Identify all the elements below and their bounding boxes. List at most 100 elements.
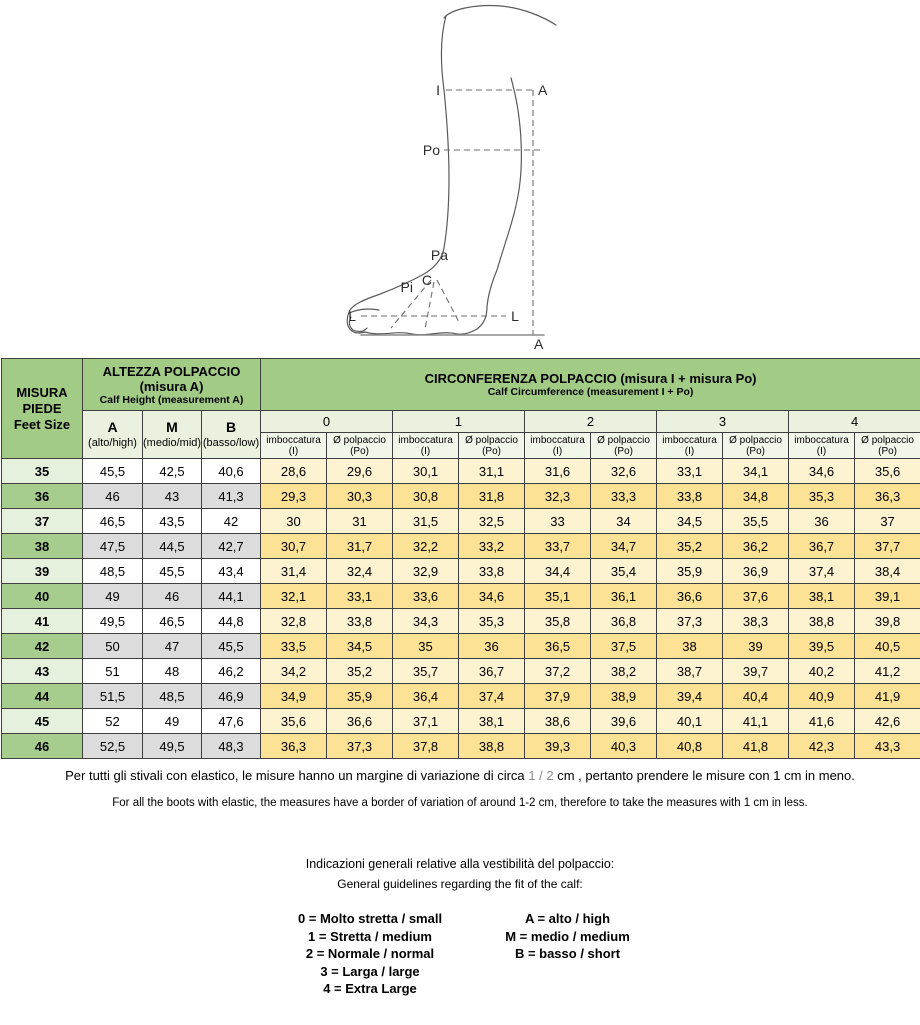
feet-size-cell: 38 <box>1 533 83 559</box>
calf-circumference-cell: 34,6 <box>788 458 856 484</box>
feet-size-cell: 39 <box>1 558 83 584</box>
feet-size-cell: 35 <box>1 458 83 484</box>
calf-circumference-cell: 35,6 <box>260 708 328 734</box>
calf-circumference-subtitle: Calf Circumference (measurement I + Po) <box>487 386 694 398</box>
calf-circumference-cell: 36 <box>788 508 856 534</box>
calf-circumference-cell: 37,7 <box>854 533 920 559</box>
calf-circumference-cell: 40,4 <box>722 683 790 709</box>
calf-height-title2: (misura A) <box>139 378 204 394</box>
calf-circumference-cell: 41,8 <box>722 733 790 759</box>
table-row: 41 49,5 46,5 44,8 32,8 33,8 34,3 35,3 35,8 36,8 37… <box>1 608 920 634</box>
circumference-group-header: 2 <box>524 410 658 433</box>
calf-circumference-cell: 40,8 <box>656 733 724 759</box>
calf-circumference-cell: 39,5 <box>788 633 856 659</box>
calf-circumference-cell: 40,9 <box>788 683 856 709</box>
calf-height-cell: 43 <box>142 483 202 509</box>
calf-circumference-cell: 34,5 <box>326 633 394 659</box>
label-a-top: A <box>538 82 548 98</box>
calf-circumference-cell: 38,3 <box>722 608 790 634</box>
boot-size-table: MISURA PIEDE Feet Size ALTEZZA POLPACCIO… <box>1 358 920 759</box>
circumference-subcol-header: imboccatura (I) <box>392 432 460 459</box>
calf-circumference-cell: 36,8 <box>590 608 658 634</box>
calf-circumference-cell: 38,7 <box>656 658 724 684</box>
calf-height-header: ALTEZZA POLPACCIO (misura A) Calf Height… <box>81 358 262 411</box>
header-row-titles: MISURA PIEDE Feet Size ALTEZZA POLPACCIO… <box>1 358 920 459</box>
calf-circumference-cell: 31 <box>326 508 394 534</box>
height-col-a-label: (alto/high) <box>88 437 137 449</box>
calf-circumference-cell: 41,1 <box>722 708 790 734</box>
feet-size-title-line3: Feet Size <box>13 416 71 432</box>
calf-circumference-cell: 32,8 <box>260 608 328 634</box>
circumference-subcol-header: imboccatura (I) <box>524 432 592 459</box>
calf-height-cell: 47,5 <box>82 533 143 559</box>
calf-circumference-cell: 35,9 <box>326 683 394 709</box>
circumference-subcol-header: imboccatura (I) <box>260 432 328 459</box>
calf-circumference-cell: 36,6 <box>656 583 724 609</box>
calf-circumference-cell: 38,1 <box>788 583 856 609</box>
calf-circumference-cell: 34,7 <box>590 533 658 559</box>
calf-height-cell: 45,5 <box>142 558 202 584</box>
calf-circumference-cell: 35,8 <box>524 608 592 634</box>
feet-size-cell: 42 <box>1 633 83 659</box>
calf-height-cell: 51 <box>82 658 143 684</box>
feet-size-cell: 41 <box>1 608 83 634</box>
feet-size-title-line1: MISURA <box>16 384 68 400</box>
calf-circumference-cell: 28,6 <box>260 458 328 484</box>
calf-circumference-cell: 39,7 <box>722 658 790 684</box>
feet-size-cell: 46 <box>1 733 83 759</box>
feet-size-title-line2: PIEDE <box>22 400 62 416</box>
calf-circumference-cell: 38,8 <box>788 608 856 634</box>
label-i: I <box>436 82 440 98</box>
calf-circumference-cell: 29,6 <box>326 458 394 484</box>
table-row: 37 46,5 43,5 42 30 31 31,5 32,5 33 34 34,5 35,5 36 37 <box>1 508 920 534</box>
calf-circumference-cell: 37,3 <box>656 608 724 634</box>
label-l-right: L <box>511 308 519 324</box>
calf-circumference-cell: 33,8 <box>656 483 724 509</box>
calf-circumference-cell: 31,7 <box>326 533 394 559</box>
height-col-b-letter: B <box>225 419 237 435</box>
calf-circumference-cell: 36,9 <box>722 558 790 584</box>
calf-circumference-cell: 36,6 <box>326 708 394 734</box>
calf-circumference-cell: 40,3 <box>590 733 658 759</box>
calf-height-cell: 52 <box>82 708 143 734</box>
calf-circumference-cell: 32,4 <box>326 558 394 584</box>
calf-circumference-cell: 36 <box>458 633 526 659</box>
calf-circumference-cell: 34,3 <box>392 608 460 634</box>
label-l-left: L <box>348 308 356 324</box>
table-row: 35 45,5 42,5 40,6 28,6 29,6 30,1 31,1 31,6 32,6 33… <box>1 458 920 484</box>
calf-height-cell: 46 <box>82 483 143 509</box>
calf-circumference-cell: 31,1 <box>458 458 526 484</box>
feet-size-header: MISURA PIEDE Feet Size <box>1 358 83 459</box>
calf-height-cell: 46,5 <box>142 608 202 634</box>
calf-circumference-cell: 40,2 <box>788 658 856 684</box>
calf-height-cell: 41,3 <box>200 483 262 509</box>
calf-circumference-cell: 36,7 <box>458 658 526 684</box>
calf-circumference-cell: 34,9 <box>260 683 328 709</box>
calf-circumference-cell: 32,2 <box>392 533 460 559</box>
calf-circumference-cell: 37,1 <box>392 708 460 734</box>
calf-height-cell: 48 <box>142 658 202 684</box>
calf-circumference-cell: 37 <box>854 508 920 534</box>
calf-circumference-cell: 35,2 <box>326 658 394 684</box>
table-row: 39 48,5 45,5 43,4 31,4 32,4 32,9 33,8 34,4 35,4 35… <box>1 558 920 584</box>
label-a-bottom: A <box>534 336 544 352</box>
table-row: 40 49 46 44,1 32,1 33,1 33,6 34,6 35,1 36,1 36,6 37… <box>1 583 920 609</box>
calf-height-cell: 44,1 <box>200 583 262 609</box>
calf-height-cell: 42 <box>200 508 262 534</box>
note-variation-range: 1 / 2 <box>528 768 554 783</box>
calf-circumference-cell: 36,7 <box>788 533 856 559</box>
height-col-b: B (basso/low) <box>200 410 262 459</box>
calf-height-cell: 52,5 <box>82 733 143 759</box>
header-row-subcols: imboccatura (I) Ø polpaccio (Po) imboccatura… <box>2 432 920 459</box>
note-italian-before: Per tutti gli stivali con elastico, le m… <box>65 768 529 783</box>
calf-height-cell: 43,5 <box>142 508 202 534</box>
calf-circumference-title: CIRCONFERENZA POLPACCIO (misura I + misu… <box>424 371 757 386</box>
calf-circumference-cell: 35,3 <box>788 483 856 509</box>
calf-circumference-cell: 39,6 <box>590 708 658 734</box>
calf-circumference-cell: 39,3 <box>524 733 592 759</box>
height-col-m-label: (medio/mid) <box>143 437 202 449</box>
calf-circumference-cell: 35,2 <box>656 533 724 559</box>
label-c: C <box>422 272 432 288</box>
calf-height-cell: 46,2 <box>200 658 262 684</box>
calf-circumference-cell: 32,9 <box>392 558 460 584</box>
